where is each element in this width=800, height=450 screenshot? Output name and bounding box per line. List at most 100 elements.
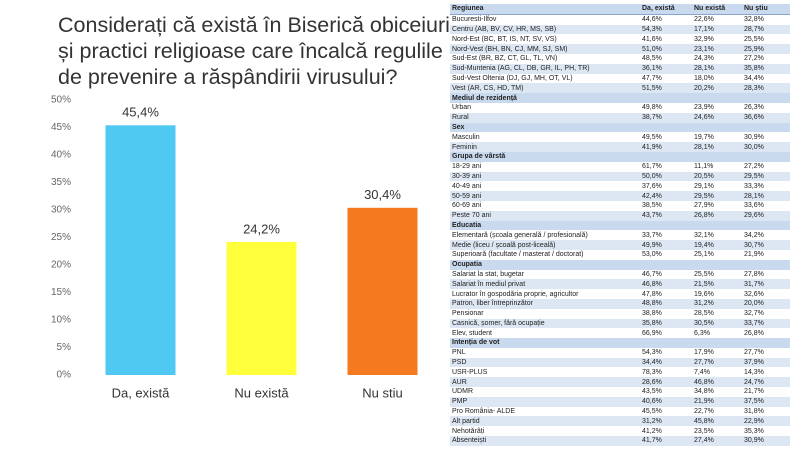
table-row: Sud-Muntenia (AG, CL, DB, GR, IL, PH, TR… [450, 63, 790, 74]
table-cell: 50-59 ani [450, 191, 640, 201]
table-row: Salariat în mediul privat 46,8% 21,5% 31,7% [450, 279, 790, 290]
y-tick-label: 10% [51, 315, 71, 326]
table-cell: 41,9% [640, 142, 692, 152]
x-tick-label: Da, există [112, 385, 171, 400]
table-cell: PSD [450, 357, 640, 368]
table-row: Absenteiști 41,7% 27,4% 30,9% [450, 436, 790, 446]
table-cell: 28,5% [694, 310, 714, 318]
table-row: Nehotărâți 41,2% 23,5% 35,3% [450, 426, 790, 436]
table-cell: 30,9% [744, 133, 764, 141]
table-cell: 27,7% [744, 349, 764, 357]
y-tick-label: 20% [51, 260, 71, 271]
table-cell: 49,8% [642, 104, 662, 112]
table-cell: 22,9% [742, 416, 790, 427]
table-row: Centru (AB, BV, CV, HR, MS, SB) 54,3% 17,1… [450, 24, 790, 35]
table-cell: 40,6% [640, 396, 692, 407]
table-cell: 33,6% [744, 202, 764, 210]
table-row: PMP 40,6% 21,9% 37,5% [450, 396, 790, 407]
value-label: 30,4% [364, 187, 401, 202]
table-row: Pro România- ALDE 45,5% 22,7% 31,8% [450, 407, 790, 417]
table-cell: 46,8% [640, 279, 692, 290]
table-cell: 40-49 ani [452, 182, 482, 190]
table-cell: 53,0% [642, 251, 662, 259]
table-cell: 51,5% [640, 83, 692, 94]
table-cell: 54,3% [642, 349, 662, 357]
x-tick-label: Nu stiu [362, 385, 402, 400]
table-cell: 24,3% [694, 55, 714, 63]
table-cell: Nu știu [742, 4, 790, 15]
table-cell: 19,4% [692, 240, 742, 250]
table-cell: 41,7% [640, 436, 692, 446]
table-cell: Feminin [450, 142, 640, 152]
section-row: Intenția de vot [450, 338, 790, 348]
chart: 0% 5% 10% 15% 20% 25% 30% 35% 40% 45% 50% Da, exist… [51, 95, 418, 400]
table-cell: 43,5% [642, 388, 662, 396]
table-cell: 38,7% [640, 112, 692, 123]
header-row: Regiunea Da, există Nu există Nu știu [450, 4, 790, 15]
table-cell: Superioară (facultate / masterat / docto… [452, 251, 584, 259]
y-tick-label: 0% [57, 370, 72, 381]
value-label: 24,2% [243, 221, 280, 236]
table-cell: 17,9% [694, 349, 714, 357]
table-cell: 33,7% [742, 318, 790, 329]
table-cell: 38,8% [642, 310, 662, 318]
table-cell: Masculin [452, 133, 480, 141]
table-cell: 31,8% [744, 408, 764, 416]
table-cell: 25,5% [694, 270, 714, 278]
table-cell: Elev, student [452, 329, 492, 337]
table-cell: Pensionar [452, 310, 484, 318]
table-cell: 32,7% [744, 310, 764, 318]
table-cell: 48,8% [640, 298, 692, 309]
table-cell: Patron, liber întreprinzător [450, 298, 640, 309]
table-cell: 6,3% [694, 329, 710, 337]
table-row: 50-59 ani 42,4% 29,5% 28,1% [450, 191, 790, 201]
table-cell: 27,9% [694, 202, 714, 210]
table-cell: 32,6% [744, 290, 764, 298]
bar [226, 241, 297, 375]
table-cell: 30,5% [692, 318, 742, 329]
table-cell: 25,5% [744, 35, 764, 43]
y-tick-label: 40% [51, 150, 71, 161]
table-cell: Grupa de vârstă [450, 151, 790, 162]
bar [347, 207, 418, 375]
table-cell: 23,1% [692, 44, 742, 54]
table-row: Rural 38,7% 24,6% 36,6% [450, 112, 790, 123]
table-cell: 24,6% [692, 112, 742, 123]
table-cell: 19,6% [694, 290, 714, 298]
table-cell: Casnică, șomer, fără ocupație [450, 318, 640, 329]
table-cell: Nu există [692, 4, 742, 15]
section-row: Grupa de vârstă [450, 151, 790, 162]
table-row: Lucrator în gospodăria proprie, agricult… [450, 289, 790, 299]
section-row: Sex [450, 122, 790, 133]
table-cell: 22,7% [694, 408, 714, 416]
table-cell: Sex [450, 122, 790, 133]
chart-title: Considerați că există în Biserică obicei… [58, 13, 450, 89]
table-row: Urban 49,8% 23,9% 26,3% [450, 103, 790, 113]
table-cell: 29,1% [694, 182, 714, 190]
table-cell: Pro România- ALDE [452, 408, 516, 416]
table-cell: 50,0% [640, 171, 692, 182]
table-cell: 33,3% [744, 182, 764, 190]
table-cell: 37,9% [742, 357, 790, 368]
table-cell: 30,0% [742, 142, 790, 152]
table-row: PSD 34,4% 27,7% 37,9% [450, 357, 790, 368]
table-cell: PNL [452, 349, 466, 357]
table-cell: 22,6% [694, 16, 714, 24]
table-cell: Intenția de vot [450, 338, 790, 348]
table-cell: 41,2% [642, 427, 662, 435]
table-row: USR-PLUS 78,3% 7,4% 14,3% [450, 367, 790, 377]
table-row: PNL 54,3% 17,9% 27,7% [450, 348, 790, 358]
y-tick-label: 30% [51, 205, 71, 216]
table-cell: 43,7% [640, 210, 692, 221]
table-cell: 17,1% [692, 24, 742, 35]
table-cell: PMP [450, 396, 640, 407]
table-cell: 28,7% [742, 24, 790, 35]
table-row: Elementară (școala generală / profesiona… [450, 230, 790, 240]
table-cell: 49,5% [642, 133, 662, 141]
table-cell: 23,5% [694, 427, 714, 435]
table-cell: AUR [450, 377, 640, 388]
table-cell: 46,8% [692, 377, 742, 388]
table-cell: Vest (AR, CS, HD, TM) [450, 83, 640, 94]
table-cell: 66,9% [642, 329, 662, 337]
